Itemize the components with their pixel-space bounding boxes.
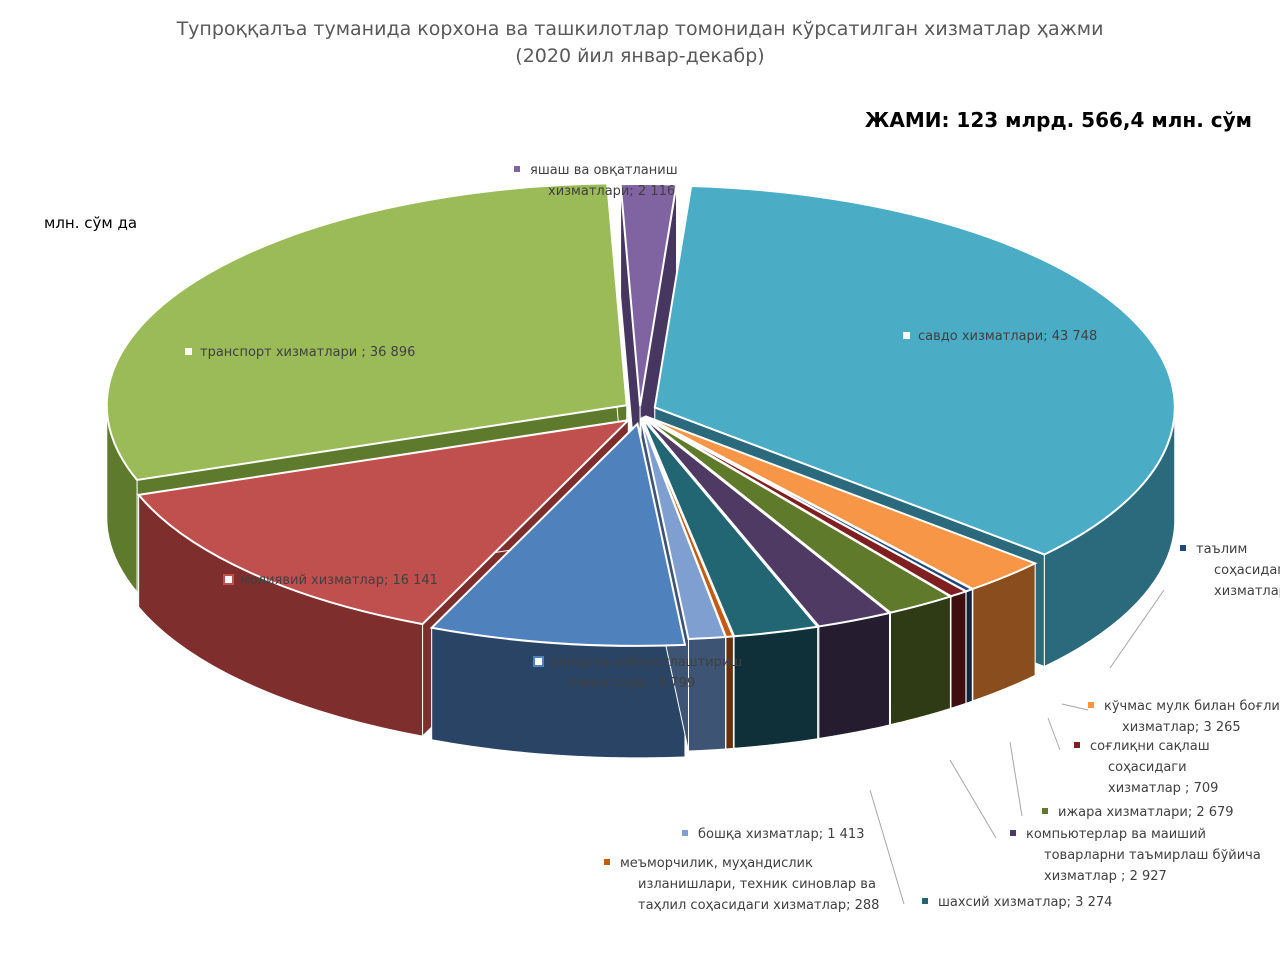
data-label-6-marker: [1088, 702, 1094, 708]
data-label-12: бошқа хизматлар; 1 413: [682, 827, 864, 842]
data-label-4-marker: [514, 166, 520, 172]
data-label-11-line-2: таҳлил соҳасидаги хизматлар; 288: [638, 898, 879, 913]
data-label-11-line-0: меъморчилик, муҳандислик: [620, 856, 813, 871]
data-label-7-marker: [1074, 742, 1080, 748]
data-label-7-line-2: хизматлар ; 709: [1108, 781, 1218, 796]
data-label-5: таълим соҳасидаги хизматлар; 3: [1180, 542, 1280, 599]
slice-4-rim: [889, 595, 951, 726]
data-label-3-line-0: алоқа ва ахборотлаштириш: [550, 655, 742, 670]
data-label-8: ижара хизматлари; 2 679: [1042, 805, 1234, 820]
data-label-7-line-1: соҳасидаги: [1108, 760, 1187, 775]
slice-5: [642, 416, 892, 628]
data-label-0-line-0: савдо хизматлари; 43 748: [918, 329, 1097, 344]
leader-line-0: [1109, 589, 1165, 669]
leader-line-5: [869, 789, 905, 905]
data-label-1-marker: [183, 346, 194, 357]
data-label-5-line-2: хизматлар; 3: [1214, 584, 1280, 599]
data-label-9-marker: [1010, 830, 1016, 836]
data-label-9-line-0: компьютерлар ва маиший: [1026, 827, 1206, 842]
data-label-10-line-0: шахсий хизматлар; 3 274: [938, 895, 1112, 910]
leader-line-4: [949, 759, 997, 839]
data-label-6-line-1: хизматлар; 3 265: [1122, 720, 1241, 735]
data-label-10: шахсий хизматлар; 3 274: [922, 895, 1112, 910]
slice-2-rim: [965, 588, 973, 705]
slice-10: [136, 418, 632, 626]
slice-3-rim: [950, 590, 967, 709]
data-label-9-line-1: товарларни таъмирлаш бўйича: [1044, 848, 1261, 863]
slice-9: [429, 421, 687, 647]
data-label-9-line-2: хизматлар ; 2 927: [1044, 869, 1167, 884]
chart-title: Тупроққалъа туманида корхона ва ташкилот…: [0, 16, 1280, 70]
data-label-4-line-0: яшаш ва овқатланиш: [530, 163, 678, 178]
data-label-11: меъморчилик, муҳандислик изланишлари, тех…: [604, 856, 879, 913]
total-label: ЖАМИ: 123 млрд. 566,4 млн. сўм: [864, 108, 1252, 132]
data-label-5-line-1: соҳасидаги: [1214, 563, 1280, 578]
data-label-4-line-1: хизматлари; 2 116: [548, 184, 675, 199]
slice-0: [653, 184, 1176, 556]
data-label-11-line-1: изланишлари, техник синовлар ва: [638, 877, 876, 892]
slice-6-rim: [733, 626, 819, 749]
leader-lines: [869, 589, 1165, 905]
data-label-2-marker: [223, 574, 234, 585]
data-label-4: яшаш ва овқатланиш хизматлари; 2 116: [514, 163, 678, 199]
data-label-6: кўчмас мулк билан боғлиқ хизматлар; 3 265: [1088, 699, 1280, 735]
data-label-8-marker: [1042, 808, 1048, 814]
slice-8: [640, 417, 727, 641]
data-label-12-line-0: бошқа хизматлар; 1 413: [698, 827, 864, 842]
chart-title-line-2: (2020 йил январ-декабр): [515, 45, 765, 67]
data-label-3: алоқа ва ахборотлаштириш хизматлари; 9 79…: [533, 655, 742, 691]
leader-line-2: [1047, 717, 1061, 751]
data-label-7-line-0: соғлиқни сақлаш: [1090, 739, 1210, 754]
data-label-8-line-0: ижара хизматлари; 2 679: [1058, 805, 1234, 820]
leader-line-1: [1061, 703, 1089, 711]
pie-tops: [105, 182, 1176, 647]
data-label-5-line-0: таълим: [1196, 542, 1247, 557]
data-label-0: савдо хизматлари; 43 748: [901, 329, 1097, 344]
data-label-2: молиявий хизматлар; 16 141: [223, 573, 438, 588]
data-label-1: транспорт хизматлари ; 36 896: [183, 345, 415, 360]
unit-label: млн. сўм да: [44, 214, 138, 232]
data-label-11-marker: [604, 859, 610, 865]
slice-5-rim: [818, 612, 890, 740]
data-label-1-line-0: транспорт хизматлари ; 36 896: [200, 345, 415, 360]
data-label-7: соғлиқни сақлаш соҳасидаги хизматлар ; 709: [1074, 739, 1218, 796]
slice-12: [619, 183, 678, 407]
data-label-3-marker: [533, 656, 544, 667]
data-labels: савдо хизматлари; 43 748 транспорт хизмат…: [183, 163, 1280, 913]
leader-line-3: [1009, 741, 1023, 817]
data-label-12-marker: [682, 830, 688, 836]
data-label-0-marker: [901, 330, 912, 341]
chart-title-line-1: Тупроққалъа туманида корхона ва ташкилот…: [176, 18, 1104, 40]
slice-9-rim: [431, 627, 686, 759]
data-label-5-marker: [1180, 545, 1186, 551]
slice-7-rim: [725, 635, 734, 750]
data-label-3-line-1: хизматлари; 9 799: [568, 676, 695, 691]
data-label-10-marker: [922, 898, 928, 904]
slice-11: [105, 182, 628, 482]
data-label-6-line-0: кўчмас мулк билан боғлиқ: [1104, 699, 1280, 714]
data-label-9: компьютерлар ва маиший товарларни таъмирл…: [1010, 827, 1261, 884]
data-label-2-line-0: молиявий хизматлар; 16 141: [240, 573, 438, 588]
